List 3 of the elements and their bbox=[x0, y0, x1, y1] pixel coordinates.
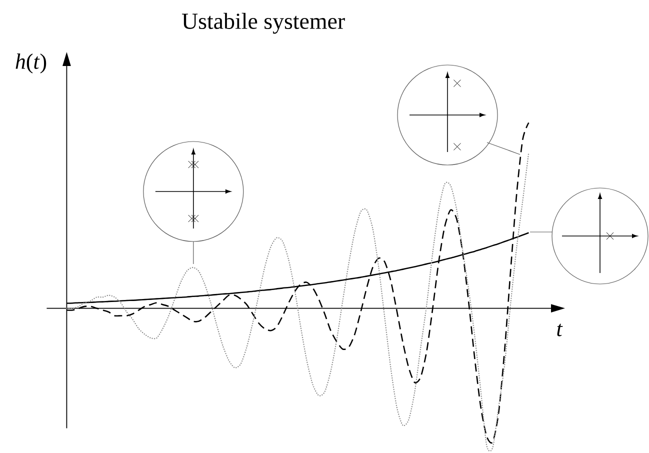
x-axis-title: t bbox=[557, 324, 563, 336]
y-axis-title: h(t) bbox=[16, 54, 46, 74]
chart-title: Ustabile systemer bbox=[182, 12, 345, 34]
